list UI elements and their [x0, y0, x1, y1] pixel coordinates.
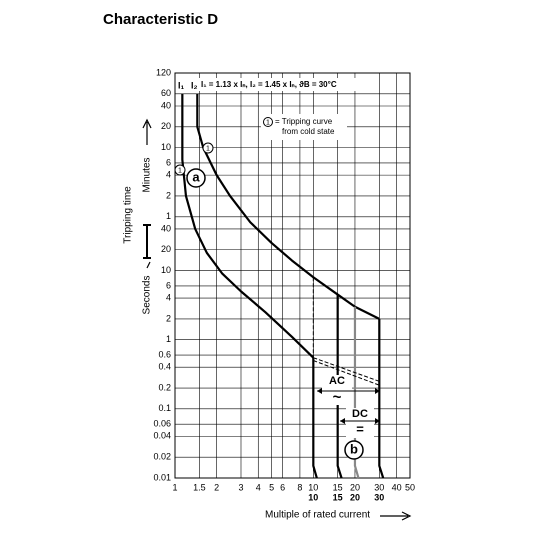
ac-bg: [322, 375, 352, 405]
x-secondary-label: 20: [350, 492, 360, 502]
dc-symbol: =: [356, 421, 364, 436]
y-tick-label: 4: [166, 292, 171, 302]
axis-divider: [143, 224, 151, 259]
note-line: from cold state: [282, 127, 335, 136]
region-label: b: [350, 441, 358, 456]
note-circle-label: 1: [266, 119, 270, 126]
region-marker: [186, 168, 206, 188]
y-tick-label: 0.04: [153, 431, 171, 441]
x-tick-label: 40: [392, 482, 402, 492]
arrow: [380, 511, 412, 521]
y-tick-label: 0.4: [158, 362, 171, 372]
x-tick-label: 4: [256, 482, 261, 492]
y-tick-label: 1: [166, 211, 171, 221]
trip-curve: [312, 357, 318, 479]
note-line: = Tripping curve: [275, 117, 333, 126]
y-tick-label: 2: [166, 190, 171, 200]
y-tick-label: 60: [161, 88, 171, 98]
x-tick-label: 20: [350, 482, 360, 492]
x-tick-label: 3: [238, 482, 243, 492]
curve-marker: [202, 142, 214, 154]
plot: 12060402010642140201064210.60.40.20.10.0…: [153, 67, 415, 502]
curve-marker-label: 1: [178, 167, 182, 174]
y-group-label: Seconds: [142, 276, 153, 315]
header-bg: [198, 78, 368, 91]
note-circle: [263, 117, 273, 127]
i1-label: I₁: [178, 80, 185, 90]
y-tick-label: 0.1: [158, 403, 171, 413]
ac-label: AC: [329, 375, 345, 387]
dc-label: DC: [352, 408, 368, 420]
trip-curve: [378, 318, 385, 479]
arrow: [142, 118, 152, 145]
chart-title: Characteristic D: [103, 11, 218, 28]
x-tick-label: 50: [405, 482, 415, 492]
x-tick-label: 1: [172, 482, 177, 492]
x-tick-label: 2: [214, 482, 219, 492]
x-tick-label: 30: [374, 482, 384, 492]
i2-label: I₂: [191, 80, 198, 90]
y-tick-label: 0.6: [158, 349, 171, 359]
curve-marker-label: 1: [206, 145, 210, 152]
y-axis-label: Tripping time: [123, 186, 134, 244]
x-tick-label: 8: [297, 482, 302, 492]
y-tick-label: 6: [166, 157, 171, 167]
header: I₁ = 1.13 x Iₙ, I₂ = 1.45 x Iₙ, ϑB = 30°…: [201, 80, 337, 89]
annotations: I₁ = 1.13 x Iₙ, I₂ = 1.45 x Iₙ, ϑB = 30°…: [174, 78, 380, 460]
x-secondary-label: 15: [333, 492, 343, 502]
region-marker: [344, 440, 364, 460]
x-tick-label: 10: [308, 482, 318, 492]
trip-curve: [181, 93, 315, 359]
y-tick-label: 0.02: [153, 452, 171, 462]
x-secondary-label: 30: [374, 492, 384, 502]
y-tick-label: 1: [166, 334, 171, 344]
y-tick-label: 0.01: [153, 472, 171, 482]
x-tick-label: 15: [333, 482, 343, 492]
y-tick-label: 40: [161, 100, 171, 110]
x-tick-label: 5: [269, 482, 274, 492]
arrow: [146, 261, 151, 269]
y-tick-label: 0.2: [158, 382, 171, 392]
y-tick-label: 2: [166, 313, 171, 323]
dc-bg: [346, 408, 374, 438]
arrow-head: [340, 418, 380, 424]
x-secondary-label: 10: [308, 492, 318, 502]
y-tick-label: 10: [161, 265, 171, 275]
y-tick-label: 40: [161, 223, 171, 233]
region-label: a: [192, 169, 200, 184]
y-tick-label: 10: [161, 142, 171, 152]
note-bg: [261, 114, 347, 140]
x-axis-label: Multiple of rated current: [265, 510, 370, 521]
x-tick-label: 6: [280, 482, 285, 492]
y-tick-label: 6: [166, 280, 171, 290]
y-tick-label: 20: [161, 244, 171, 254]
x-tick-label: 1.5: [193, 482, 206, 492]
y-tick-label: 120: [156, 67, 171, 77]
trip-curve: [196, 93, 380, 320]
curve-marker: [174, 164, 186, 176]
y-tick-label: 4: [166, 170, 171, 180]
y-tick-label: 20: [161, 121, 171, 131]
y-tick-label: 0.06: [153, 419, 171, 429]
trip-curve: [353, 306, 360, 479]
ac-symbol: ~: [333, 389, 342, 406]
y-group-label: Minutes: [142, 157, 153, 192]
